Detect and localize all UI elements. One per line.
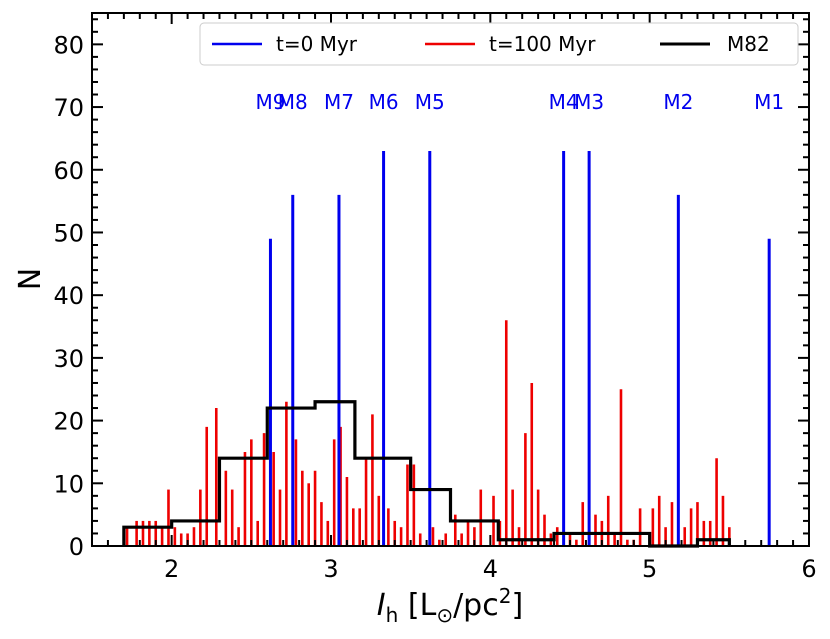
model-label: M3 [574,90,604,114]
model-label: M9 [255,90,285,114]
y-tick-label: 60 [53,157,84,185]
x-axis-label-open: [L [398,588,436,623]
x-tick-label: 6 [801,555,816,583]
x-tick-labels: 2 3 4 5 6 [164,555,817,583]
x-tick-label: 4 [483,555,498,583]
y-tick-labels: 0 10 20 30 40 50 60 70 80 [53,31,84,561]
y-tick-label: 50 [53,219,84,247]
x-axis-label-sub: h [386,603,399,627]
initial-lines-layer [268,150,771,546]
tick-marks-layer [91,13,810,547]
x-axis-label: Ih [L⊙/pc2] [377,584,523,627]
y-tick-label: 30 [53,345,84,373]
model-label: M4 [549,90,579,114]
legend-label-observed: M82 [727,32,770,56]
model-label: M6 [369,90,399,114]
y-tick-label: 80 [53,31,84,59]
observed-step-line [122,400,731,548]
observed-histogram-layer [122,400,731,548]
x-axis-label-close: ] [511,588,523,623]
model-label: M7 [324,90,354,114]
x-axis-label-sun: ⊙ [436,603,453,627]
x-tick-label: 3 [323,555,338,583]
y-tick-label: 10 [53,470,84,498]
x-axis-label-unit: /pc [453,588,499,623]
legend: t=0 Myr t=100 Myr M82 [199,22,799,66]
model-label: M8 [278,90,308,114]
model-label: M2 [663,90,693,114]
legend-label-evolved: t=100 Myr [489,32,596,56]
y-tick-label: 40 [53,282,84,310]
legend-label-initial: t=0 Myr [276,32,358,56]
x-axis-label-sup: 2 [499,584,512,608]
x-tick-label: 5 [642,555,657,583]
x-tick-label: 2 [164,555,179,583]
legend-box [199,22,799,66]
y-tick-label: 70 [53,94,84,122]
x-axis-label-var: I [377,588,386,623]
model-label: M1 [754,90,784,114]
plot-frame [91,12,810,547]
evolved-bars-layer [125,320,731,546]
y-tick-label: 20 [53,408,84,436]
y-tick-label: 0 [69,533,84,561]
y-axis-label: N [13,268,48,290]
model-label: M5 [415,90,445,114]
